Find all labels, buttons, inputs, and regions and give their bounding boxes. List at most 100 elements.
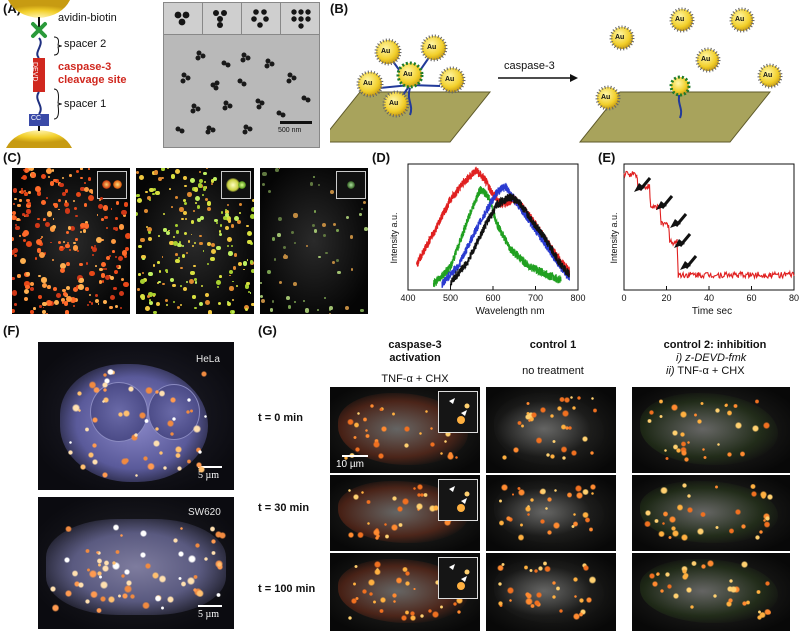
nanoparticle-spot <box>170 431 175 436</box>
scattering-dot <box>38 274 41 278</box>
scattering-dot <box>245 281 250 286</box>
time-x-axis-label: Time sec <box>692 306 732 317</box>
nanoparticle-spot <box>735 509 741 515</box>
tem-scale-bar <box>280 121 312 124</box>
scattering-dot <box>35 223 40 228</box>
scattering-dot <box>176 306 180 310</box>
scattering-dot <box>12 211 17 216</box>
nanoparticle-spot <box>497 564 504 572</box>
scattering-dot <box>39 305 42 308</box>
scattering-dot <box>169 188 171 190</box>
scattering-dot <box>200 284 203 287</box>
scattering-dot <box>309 182 314 186</box>
scattering-dot <box>174 168 180 174</box>
scattering-dot <box>97 303 100 305</box>
scattering-dot <box>12 215 16 220</box>
panel-b: caspase-3 Au Au Au Au Au Au Au Au Au Au … <box>330 0 800 148</box>
nanoparticle-spot <box>99 595 106 602</box>
scattering-dot <box>267 270 271 274</box>
nanoparticle-spot <box>98 575 102 579</box>
scattering-dot <box>194 278 198 281</box>
devd-label: DEVD <box>31 62 38 82</box>
nanoparticle-spot <box>586 597 593 603</box>
scattering-inset-1 <box>97 171 127 199</box>
nanoparticle-spot <box>655 572 660 577</box>
scattering-dot <box>61 176 64 179</box>
nanoparticle-spot <box>681 574 689 581</box>
scattering-dot <box>14 303 17 307</box>
nanoparticle-spot <box>355 447 360 453</box>
scattering-dot <box>157 176 163 182</box>
nanoparticle-spot <box>112 561 117 566</box>
scattering-dot <box>262 172 267 177</box>
scattering-dot <box>121 209 127 216</box>
scattering-dot <box>213 218 218 223</box>
nanoparticle-spot <box>432 610 440 618</box>
nanoparticle-spot <box>549 413 554 418</box>
scattering-dot <box>98 280 103 285</box>
nanoparticle-spot <box>590 484 596 490</box>
scattering-dot <box>118 224 124 230</box>
nanoparticle-spot <box>204 557 208 561</box>
nanoparticle-spot <box>391 412 396 416</box>
nanoparticle-spot <box>755 589 761 595</box>
nanoparticle-spot <box>383 522 387 526</box>
scattering-dot <box>138 244 142 249</box>
nanoparticle-spot <box>423 492 428 498</box>
nanoparticle-spot <box>428 609 433 614</box>
scattering-dot <box>74 237 78 241</box>
scattering-dot <box>152 292 156 296</box>
scattering-dot <box>169 277 175 283</box>
scattering-dot <box>152 264 156 268</box>
nanoparticle-spot <box>547 496 553 503</box>
scattering-dot <box>215 222 218 225</box>
nanoparticle-spot <box>378 452 384 459</box>
hela-label: HeLa <box>196 354 220 365</box>
nanoparticle-spot <box>118 412 123 417</box>
scattering-dot <box>218 230 222 234</box>
scattering-dot <box>143 208 149 214</box>
x-tick-label: 20 <box>661 293 671 303</box>
scattering-dot <box>145 190 148 193</box>
nanoparticle-spot <box>145 386 153 395</box>
scattering-dot <box>63 240 66 243</box>
nanoparticle-spot <box>700 401 705 406</box>
scattering-dot <box>243 268 245 271</box>
scattering-dot <box>56 293 62 299</box>
nanoparticle-spot <box>562 410 570 418</box>
nanoparticle-spot <box>566 492 573 499</box>
scattering-dot <box>205 299 211 305</box>
x-tick-label: 600 <box>485 293 500 303</box>
scattering-dot <box>303 299 306 302</box>
nanoparticle-spot <box>561 424 567 430</box>
nanoparticle-spot <box>751 490 757 497</box>
scattering-dot <box>360 207 363 210</box>
nanoparticle-spot <box>658 414 663 419</box>
nanoparticle-spot <box>101 471 108 478</box>
plot-frame <box>407 163 579 291</box>
scattering-dot <box>60 262 66 269</box>
nanoparticle-spot <box>77 391 83 397</box>
scattering-dot <box>104 268 107 271</box>
g-col1-title-line2: activation <box>389 352 441 364</box>
nanoparticle-spot <box>197 449 202 454</box>
scattering-dot <box>137 288 141 291</box>
x-tick-label: 500 <box>443 293 458 303</box>
scattering-dot <box>204 292 210 298</box>
scattering-dot <box>182 176 187 181</box>
scattering-dot <box>246 239 252 245</box>
nanoparticle-spot <box>557 405 563 411</box>
scattering-dot <box>117 265 121 269</box>
scattering-dot <box>170 206 173 208</box>
nanoparticle-spot <box>102 381 109 388</box>
nanoparticle-spot <box>654 518 659 524</box>
scattering-dot <box>110 239 116 245</box>
scattering-dot <box>42 306 45 309</box>
nanoparticle-spot <box>362 417 368 423</box>
nanoparticle-spot <box>512 446 520 454</box>
scattering-dot <box>229 286 234 291</box>
scattering-dot <box>64 188 69 193</box>
scattering-dot <box>26 241 32 248</box>
scattering-dot <box>179 285 182 288</box>
nanoparticle-spot <box>573 512 577 516</box>
